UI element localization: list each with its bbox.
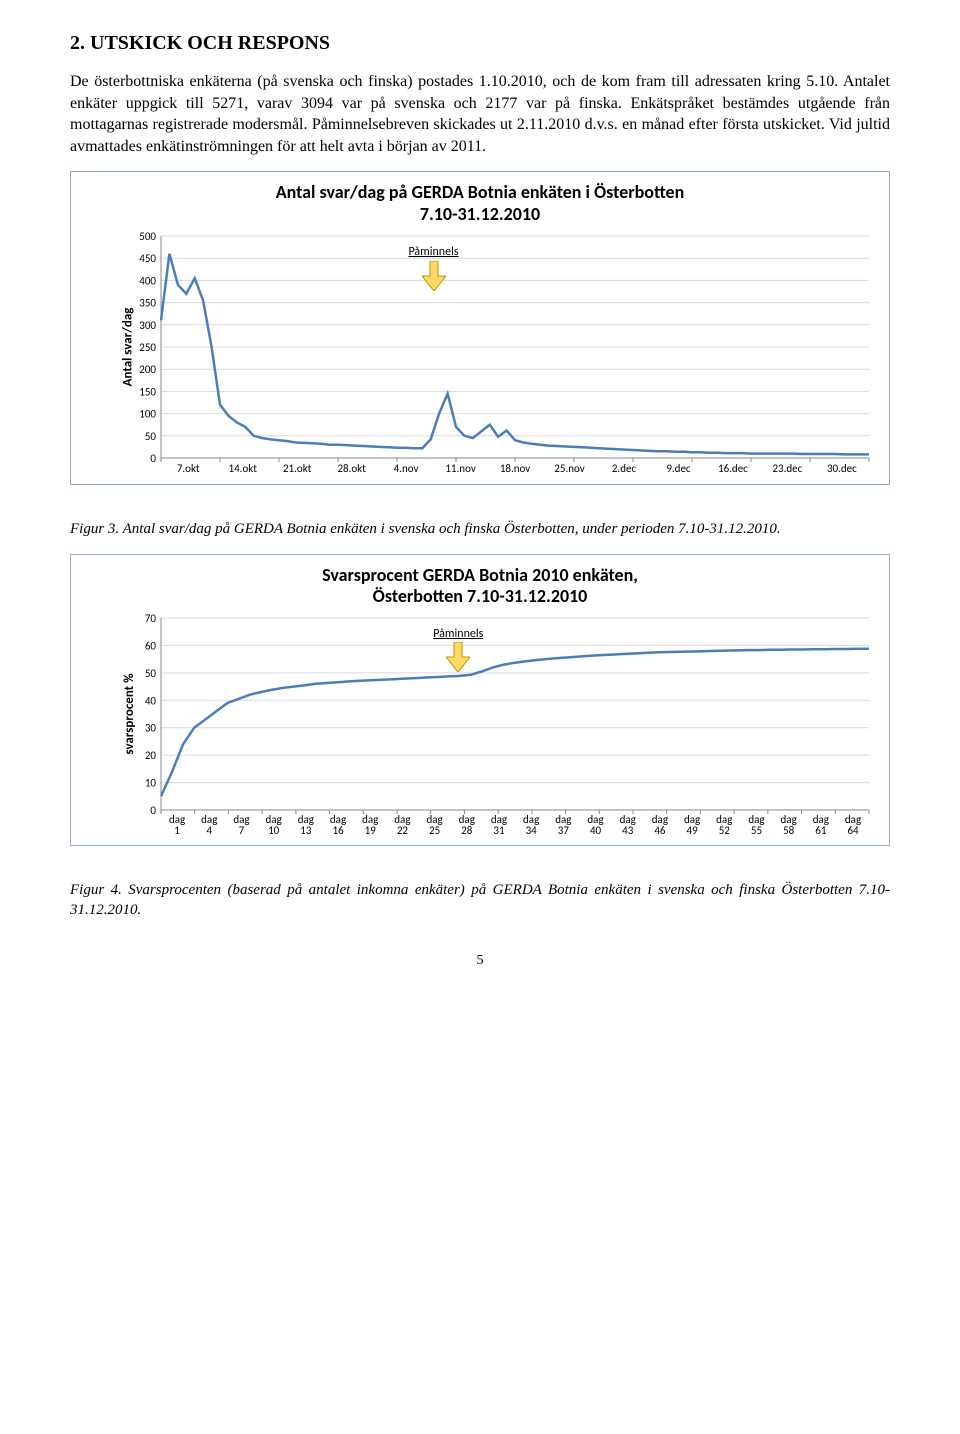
svg-text:30: 30 xyxy=(145,722,157,735)
xtick-label: dag40 xyxy=(579,814,611,837)
xtick-label: dag19 xyxy=(354,814,386,837)
svg-text:300: 300 xyxy=(139,318,156,331)
section-heading: 2. UTSKICK OCH RESPONS xyxy=(70,30,890,57)
chart-1-title-l2: 7.10-31.12.2010 xyxy=(420,203,540,225)
xtick-label: dag34 xyxy=(515,814,547,837)
svg-text:50: 50 xyxy=(145,429,157,442)
xtick-label: dag52 xyxy=(708,814,740,837)
svg-text:0: 0 xyxy=(150,452,156,462)
xtick-label: 23.dec xyxy=(760,462,814,477)
svg-text:70: 70 xyxy=(145,614,157,625)
svg-text:60: 60 xyxy=(145,639,157,652)
chart-1-plot: 0 50 100 150 200 250 300 350 400 450 500 xyxy=(127,232,875,462)
chart-1-ylabel: Antal svar/dag xyxy=(120,307,138,386)
chart-2-title-l1: Svarsprocent GERDA Botnia 2010 enkäten, xyxy=(322,564,638,586)
svg-text:10: 10 xyxy=(145,776,157,789)
paragraph-intro: De österbottniska enkäterna (på svenska … xyxy=(70,71,890,157)
chart-1-frame: Antal svar/dag på GERDA Botnia enkäten i… xyxy=(70,171,890,485)
svg-text:20: 20 xyxy=(145,749,157,762)
xtick-label: dag1 xyxy=(161,814,193,837)
xtick-label: dag16 xyxy=(322,814,354,837)
xtick-label: dag55 xyxy=(740,814,772,837)
xtick-label: 2.dec xyxy=(597,462,651,477)
xtick-label: dag43 xyxy=(612,814,644,837)
xtick-label: 25.nov xyxy=(542,462,596,477)
xtick-label: 9.dec xyxy=(651,462,705,477)
chart-2-title: Svarsprocent GERDA Botnia 2010 enkäten, … xyxy=(85,565,875,608)
chart-2-area: svarsprocent % 010203040506070 Påminnels xyxy=(127,614,875,814)
xtick-label: 4.nov xyxy=(379,462,433,477)
xtick-label: 28.okt xyxy=(324,462,378,477)
xtick-label: 11.nov xyxy=(433,462,487,477)
svg-text:450: 450 xyxy=(139,252,156,265)
xtick-label: 30.dec xyxy=(815,462,869,477)
chart-2-plot: 0 10 20 30 40 50 60 70 xyxy=(127,614,875,814)
page-number: 5 xyxy=(70,952,890,971)
svg-text:400: 400 xyxy=(139,274,156,287)
chart-2-ylabel: svarsprocent % xyxy=(121,673,139,754)
xtick-label: dag49 xyxy=(676,814,708,837)
xtick-label: dag31 xyxy=(483,814,515,837)
svg-text:250: 250 xyxy=(139,341,156,354)
svg-text:150: 150 xyxy=(139,385,156,398)
xtick-label: 21.okt xyxy=(270,462,324,477)
svg-text:40: 40 xyxy=(145,694,157,707)
xtick-label: dag13 xyxy=(290,814,322,837)
xtick-label: 7.okt xyxy=(161,462,215,477)
xtick-label: dag10 xyxy=(258,814,290,837)
svg-text:100: 100 xyxy=(139,407,156,420)
xtick-label: dag4 xyxy=(193,814,225,837)
chart-1-area: Antal svar/dag 0501001502002503003504004… xyxy=(127,232,875,462)
svg-text:500: 500 xyxy=(139,232,156,243)
chart-1-xticks: 7.okt14.okt21.okt28.okt4.nov11.nov18.nov… xyxy=(127,462,875,477)
xtick-label: 18.nov xyxy=(488,462,542,477)
xtick-label: 14.okt xyxy=(215,462,269,477)
svg-text:0: 0 xyxy=(150,804,156,814)
svg-text:200: 200 xyxy=(139,363,156,376)
xtick-label: dag28 xyxy=(451,814,483,837)
xtick-label: dag58 xyxy=(773,814,805,837)
xtick-label: dag46 xyxy=(644,814,676,837)
xtick-label: dag25 xyxy=(419,814,451,837)
chart-2-frame: Svarsprocent GERDA Botnia 2010 enkäten, … xyxy=(70,554,890,846)
svg-text:350: 350 xyxy=(139,296,156,309)
figure-3-caption: Figur 3. Antal svar/dag på GERDA Botnia … xyxy=(70,519,890,539)
xtick-label: dag22 xyxy=(386,814,418,837)
chart-2-xticks: dag1dag4dag7dag10dag13dag16dag19dag22dag… xyxy=(127,814,875,837)
xtick-label: dag7 xyxy=(225,814,257,837)
svg-text:50: 50 xyxy=(145,667,157,680)
xtick-label: dag61 xyxy=(805,814,837,837)
chart-1-title-l1: Antal svar/dag på GERDA Botnia enkäten i… xyxy=(276,181,685,203)
xtick-label: dag37 xyxy=(547,814,579,837)
xtick-label: dag64 xyxy=(837,814,869,837)
figure-4-caption: Figur 4. Svarsprocenten (baserad på anta… xyxy=(70,880,890,921)
chart-2-title-l2: Österbotten 7.10-31.12.2010 xyxy=(373,585,588,607)
xtick-label: 16.dec xyxy=(706,462,760,477)
chart-1-title: Antal svar/dag på GERDA Botnia enkäten i… xyxy=(85,182,875,225)
